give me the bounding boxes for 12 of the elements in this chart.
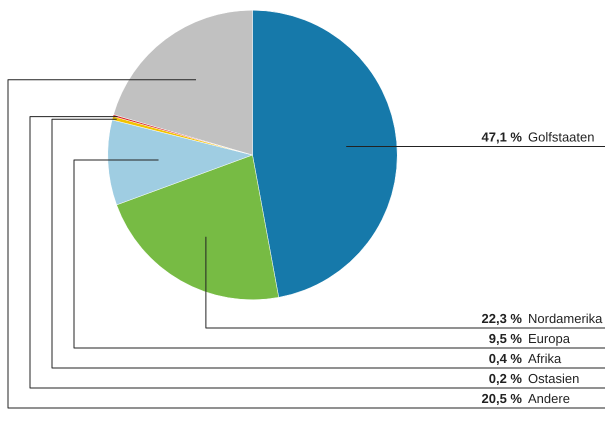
- data-label: 22,3 %: [482, 311, 522, 326]
- slice-label: Ostasien: [528, 371, 580, 386]
- data-label: 20,5 %: [482, 391, 522, 406]
- data-label: 47,1 %: [482, 129, 522, 144]
- slice-label: Golfstaaten: [528, 129, 594, 144]
- slice-label: Nordamerika: [528, 311, 604, 326]
- data-label: 0,2 %: [488, 371, 522, 386]
- slice-label: Afrika: [528, 351, 562, 366]
- data-label: 0,4 %: [488, 351, 522, 366]
- slice-label: Europa: [528, 331, 571, 346]
- data-label: 9,5 %: [488, 331, 522, 346]
- slice-label: Andere: [528, 391, 570, 406]
